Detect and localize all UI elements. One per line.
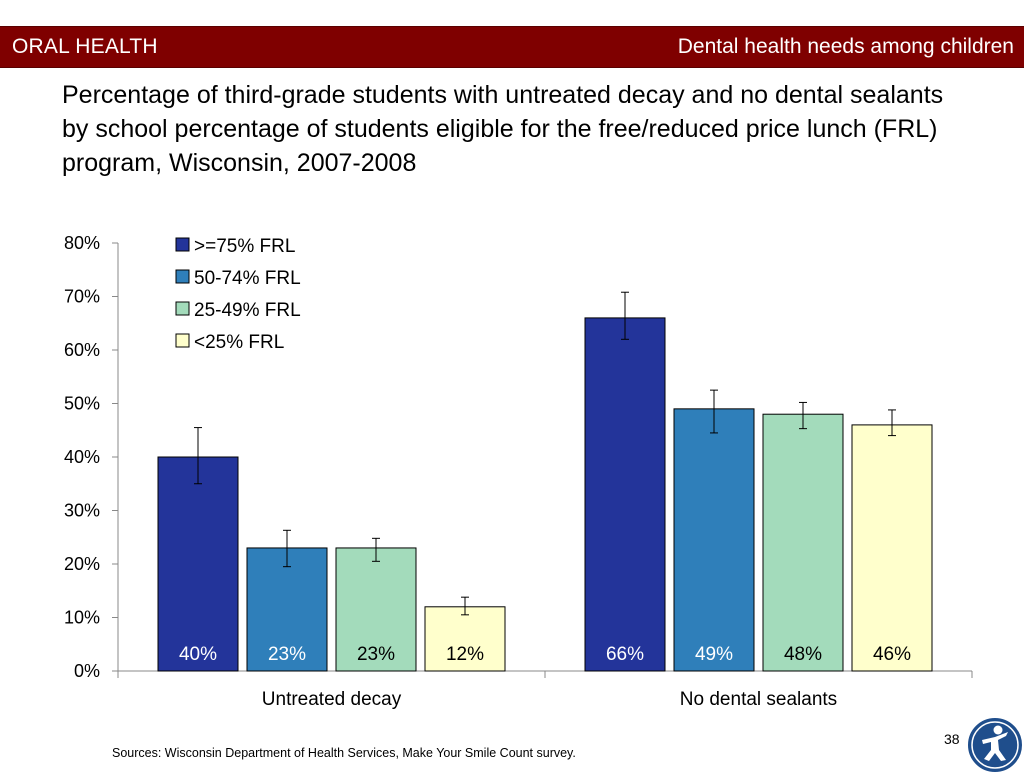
bar xyxy=(584,317,666,672)
sources-note: Sources: Wisconsin Department of Health … xyxy=(112,746,576,760)
y-tick-label: 50% xyxy=(64,394,100,414)
x-category-label: Untreated decay xyxy=(262,689,402,710)
legend-swatch xyxy=(175,237,190,252)
bar xyxy=(851,424,933,672)
data-label: 23% xyxy=(357,644,395,665)
bar xyxy=(246,547,328,672)
page-number: 38 xyxy=(944,731,960,747)
legend-swatch xyxy=(175,333,190,348)
data-label: 40% xyxy=(179,644,217,665)
y-tick-label: 40% xyxy=(64,447,100,467)
bar xyxy=(157,456,239,672)
data-label: 46% xyxy=(873,644,911,665)
legend-label: <25% FRL xyxy=(194,332,284,353)
x-category-label: No dental sealants xyxy=(680,689,837,710)
bar-chart: 0% 10% 20% 30% 40% 50% 60% 70% 80% Untreated deca… xyxy=(64,233,973,710)
data-label: 49% xyxy=(695,644,733,665)
legend-swatch xyxy=(175,301,190,316)
bar xyxy=(424,606,506,672)
data-label: 12% xyxy=(446,644,484,665)
chart-title: Percentage of third-grade students with … xyxy=(62,81,944,177)
legend-label: 25-49% FRL xyxy=(194,300,301,321)
legend-label: 50-74% FRL xyxy=(194,268,301,289)
legend-swatch xyxy=(175,269,190,284)
y-tick-label: 30% xyxy=(64,501,100,521)
y-tick-label: 70% xyxy=(64,287,100,307)
y-tick-label: 60% xyxy=(64,340,100,360)
y-tick-label: 80% xyxy=(64,233,100,253)
bar xyxy=(335,547,417,672)
data-label: 66% xyxy=(606,644,644,665)
section-title: ORAL HEALTH xyxy=(12,35,158,58)
health-services-logo xyxy=(966,716,1022,772)
y-tick-label: 10% xyxy=(64,608,100,628)
y-tick-label: 0% xyxy=(74,661,100,681)
bar xyxy=(762,413,844,672)
header-bar: ORAL HEALTH Dental health needs among ch… xyxy=(0,26,1024,68)
topic-title: Dental health needs among children xyxy=(677,35,1014,58)
data-label: 23% xyxy=(268,644,306,665)
bar xyxy=(673,408,755,672)
y-tick-label: 20% xyxy=(64,554,100,574)
legend-label: >=75% FRL xyxy=(194,236,295,257)
data-label: 48% xyxy=(784,644,822,665)
